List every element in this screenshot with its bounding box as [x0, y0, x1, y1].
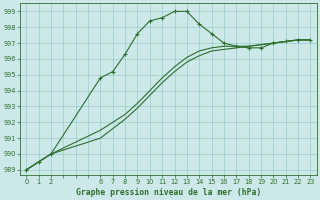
X-axis label: Graphe pression niveau de la mer (hPa): Graphe pression niveau de la mer (hPa) — [76, 188, 261, 197]
